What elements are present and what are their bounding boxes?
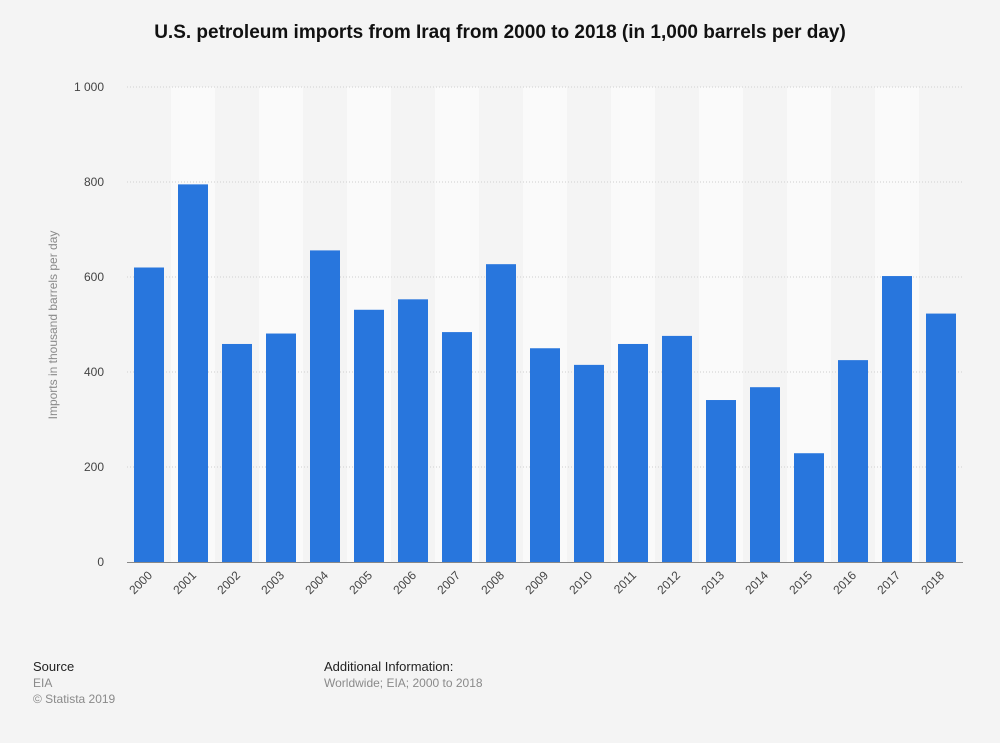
additional-info-value: Worldwide; EIA; 2000 to 2018 bbox=[324, 676, 483, 690]
x-tick-label: 2008 bbox=[478, 568, 507, 597]
y-tick-label: 600 bbox=[84, 270, 104, 284]
y-tick-label: 1 000 bbox=[74, 80, 104, 94]
y-tick-label: 800 bbox=[84, 175, 104, 189]
x-tick-label: 2004 bbox=[302, 568, 331, 597]
x-tick-label: 2000 bbox=[126, 568, 155, 597]
bar-2002[interactable] bbox=[222, 343, 252, 562]
copyright-text: © Statista 2019 bbox=[33, 692, 116, 706]
x-tick-label: 2014 bbox=[742, 568, 771, 597]
x-tick-label: 2018 bbox=[918, 568, 947, 597]
bar-2014[interactable] bbox=[750, 387, 780, 562]
x-tick-label: 2016 bbox=[830, 568, 859, 597]
source-block: Source EIA © Statista 2019 bbox=[33, 659, 115, 707]
bars bbox=[134, 184, 956, 562]
bar-2000[interactable] bbox=[134, 267, 164, 563]
bar-2007[interactable] bbox=[442, 332, 472, 562]
x-tick-label: 2012 bbox=[654, 568, 683, 597]
bar-2005[interactable] bbox=[354, 309, 384, 562]
bar-2010[interactable] bbox=[574, 364, 604, 562]
x-tick-label: 2002 bbox=[214, 568, 243, 597]
bar-2016[interactable] bbox=[838, 360, 868, 562]
x-tick-label: 2006 bbox=[390, 568, 419, 597]
bar-2004[interactable] bbox=[310, 250, 340, 562]
bar-2008[interactable] bbox=[486, 264, 516, 562]
y-tick-label: 0 bbox=[97, 555, 104, 569]
x-tick-label: 2009 bbox=[522, 568, 551, 597]
bar-2009[interactable] bbox=[530, 348, 560, 562]
x-tick-label: 2001 bbox=[170, 568, 199, 597]
source-value: EIA bbox=[33, 676, 53, 690]
x-tick-label: 2007 bbox=[434, 568, 463, 597]
x-tick-label: 2005 bbox=[346, 568, 375, 597]
bar-2006[interactable] bbox=[398, 299, 428, 562]
x-tick-label: 2015 bbox=[786, 568, 815, 597]
bar-2003[interactable] bbox=[266, 333, 296, 562]
additional-info-heading: Additional Information: bbox=[324, 659, 454, 674]
bar-2018[interactable] bbox=[926, 313, 956, 562]
y-tick-label: 200 bbox=[84, 460, 104, 474]
additional-info-block: Additional Information: Worldwide; EIA; … bbox=[324, 659, 483, 691]
x-tick-label: 2013 bbox=[698, 568, 727, 597]
x-tick-label: 2010 bbox=[566, 568, 595, 597]
x-axis-ticks: 2000 2001 2002 2003 2004 2005 2006 2007 2008 2009… bbox=[126, 568, 947, 597]
x-tick-label: 2003 bbox=[258, 568, 287, 597]
y-axis-label: Imports in thousand barrels per day bbox=[46, 231, 60, 420]
source-heading: Source bbox=[33, 659, 75, 674]
bar-2017[interactable] bbox=[882, 276, 912, 562]
y-axis-ticks: 0 200 400 600 800 1 000 bbox=[74, 80, 104, 569]
bar-2013[interactable] bbox=[706, 400, 736, 562]
x-tick-label: 2011 bbox=[611, 568, 639, 596]
y-tick-label: 400 bbox=[84, 365, 104, 379]
x-tick-label: 2017 bbox=[874, 568, 903, 597]
bar-2011[interactable] bbox=[618, 343, 648, 562]
bar-2001[interactable] bbox=[178, 184, 208, 562]
bar-2015[interactable] bbox=[794, 453, 824, 562]
bar-2012[interactable] bbox=[662, 335, 692, 562]
chart-title: U.S. petroleum imports from Iraq from 20… bbox=[154, 22, 846, 43]
